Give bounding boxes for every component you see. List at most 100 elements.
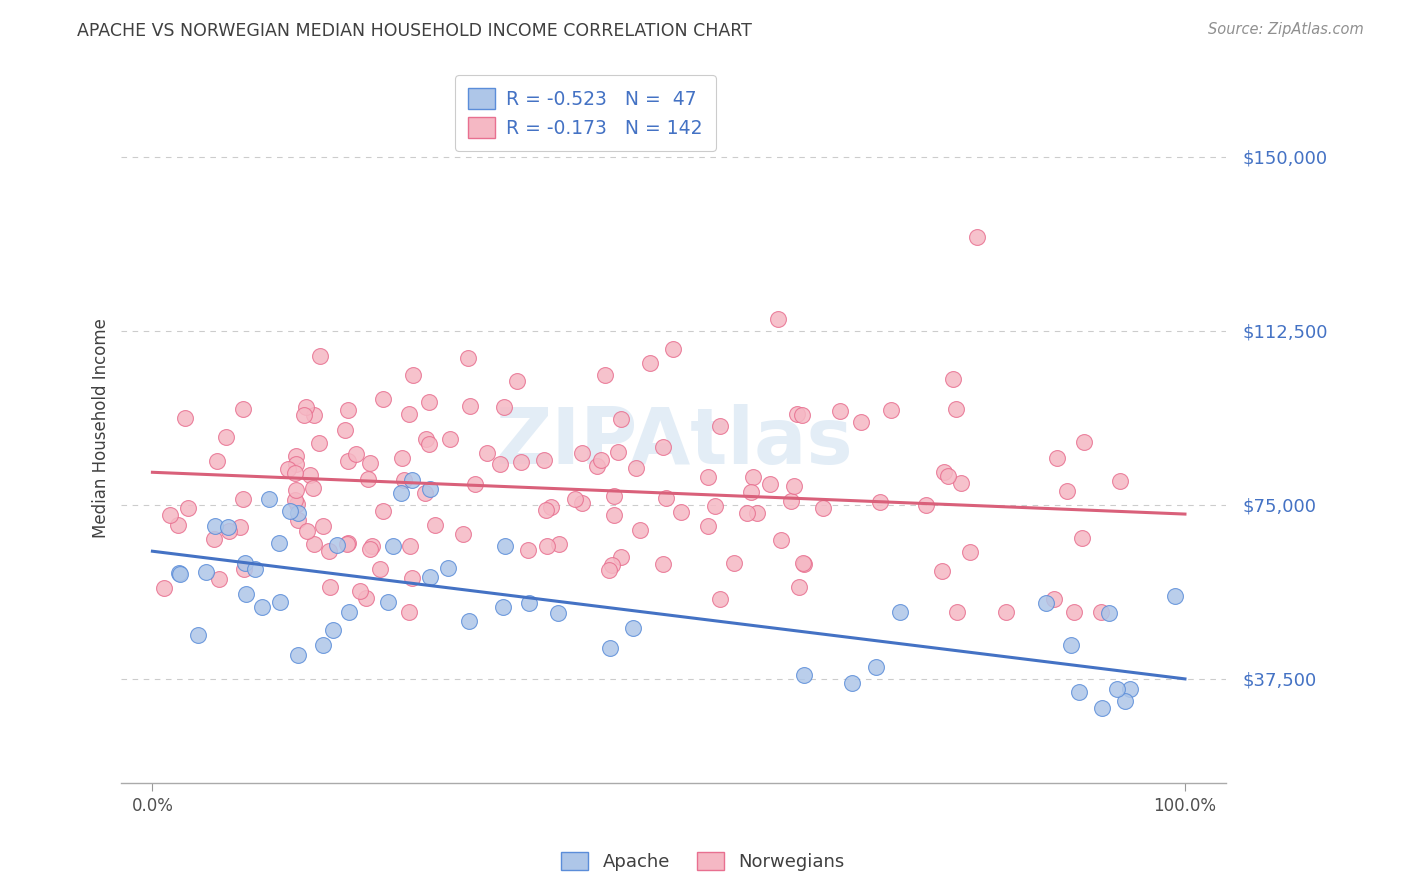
Point — [359, 456, 381, 470]
Point — [204, 518, 226, 533]
Point — [336, 536, 359, 550]
Point — [655, 491, 678, 505]
Point — [322, 623, 344, 637]
Point — [709, 592, 731, 607]
Point — [278, 504, 301, 518]
Point — [1163, 589, 1185, 603]
Point — [586, 459, 609, 474]
Point — [308, 436, 330, 450]
Point — [402, 368, 425, 382]
Point — [709, 418, 731, 433]
Y-axis label: Median Household Income: Median Household Income — [93, 318, 110, 538]
Point — [167, 566, 190, 580]
Point — [318, 544, 340, 558]
Point — [506, 375, 529, 389]
Point — [232, 561, 254, 575]
Point — [418, 394, 440, 409]
Point — [571, 496, 593, 510]
Point — [419, 570, 441, 584]
Point — [401, 570, 423, 584]
Point — [624, 461, 647, 475]
Point — [458, 399, 481, 413]
Point — [177, 501, 200, 516]
Point — [167, 518, 190, 533]
Point — [936, 468, 959, 483]
Point — [949, 476, 972, 491]
Point — [610, 549, 633, 564]
Point — [413, 486, 436, 500]
Point — [1073, 435, 1095, 450]
Point — [548, 537, 571, 551]
Point — [187, 628, 209, 642]
Point — [787, 580, 810, 594]
Point — [591, 453, 613, 467]
Point — [696, 518, 718, 533]
Point — [457, 351, 479, 365]
Point — [337, 605, 360, 619]
Point — [865, 659, 887, 673]
Point — [741, 470, 763, 484]
Point — [257, 491, 280, 506]
Legend: Apache, Norwegians: Apache, Norwegians — [554, 845, 852, 879]
Point — [621, 621, 644, 635]
Point — [173, 410, 195, 425]
Point — [436, 561, 458, 575]
Point — [610, 412, 633, 426]
Point — [1063, 605, 1085, 619]
Point — [202, 532, 225, 546]
Point — [889, 605, 911, 619]
Point — [1043, 592, 1066, 607]
Point — [359, 541, 381, 556]
Point — [841, 676, 863, 690]
Point — [292, 409, 315, 423]
Point — [932, 465, 955, 479]
Point — [628, 524, 651, 538]
Point — [1098, 607, 1121, 621]
Point — [735, 506, 758, 520]
Point — [297, 524, 319, 539]
Point — [533, 453, 555, 467]
Point — [391, 451, 413, 466]
Point — [1105, 681, 1128, 696]
Point — [299, 467, 322, 482]
Text: Source: ZipAtlas.com: Source: ZipAtlas.com — [1208, 22, 1364, 37]
Point — [1114, 694, 1136, 708]
Point — [598, 563, 620, 577]
Point — [945, 402, 967, 417]
Point — [1090, 605, 1112, 619]
Point — [243, 562, 266, 576]
Point — [1035, 596, 1057, 610]
Point — [250, 600, 273, 615]
Point — [703, 499, 725, 513]
Point — [337, 453, 360, 467]
Text: ZIPAtlas: ZIPAtlas — [495, 404, 852, 481]
Point — [600, 558, 623, 572]
Point — [287, 506, 309, 520]
Point — [287, 648, 309, 662]
Point — [218, 524, 240, 539]
Point — [398, 408, 420, 422]
Point — [671, 505, 693, 519]
Point — [790, 408, 813, 422]
Point — [284, 450, 307, 464]
Point — [792, 556, 814, 570]
Point — [194, 565, 217, 579]
Point — [1091, 700, 1114, 714]
Point — [477, 446, 499, 460]
Point — [381, 539, 404, 553]
Point — [534, 502, 557, 516]
Point — [208, 572, 231, 586]
Point — [302, 481, 325, 495]
Text: APACHE VS NORWEGIAN MEDIAN HOUSEHOLD INCOME CORRELATION CHART: APACHE VS NORWEGIAN MEDIAN HOUSEHOLD INC… — [77, 22, 752, 40]
Point — [336, 403, 359, 417]
Point — [425, 518, 447, 533]
Legend: R = -0.523   N =  47, R = -0.173   N = 142: R = -0.523 N = 47, R = -0.173 N = 142 — [456, 75, 716, 151]
Point — [492, 600, 515, 615]
Point — [284, 492, 307, 507]
Point — [509, 455, 531, 469]
Point — [233, 557, 256, 571]
Point — [373, 392, 395, 406]
Point — [1060, 638, 1083, 652]
Point — [349, 583, 371, 598]
Point — [571, 446, 593, 460]
